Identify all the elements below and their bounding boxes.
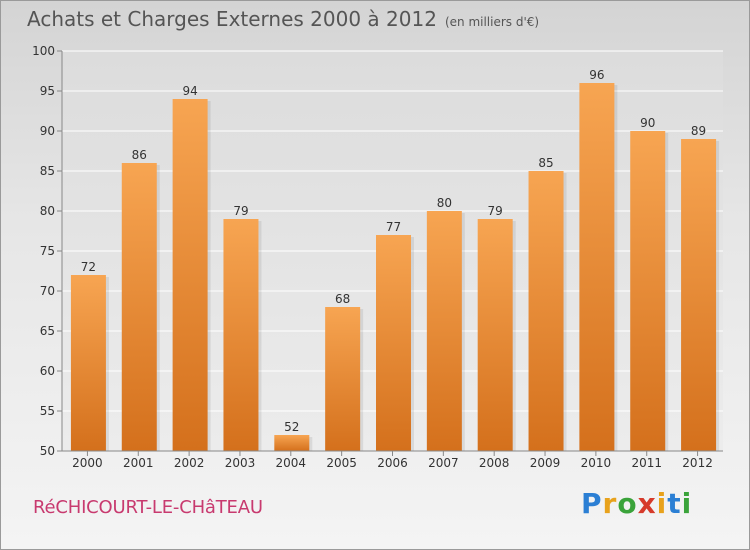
x-tick-label: 2010 — [581, 456, 612, 470]
y-tick-label: 70 — [40, 284, 55, 298]
y-tick-label: 85 — [40, 164, 55, 178]
x-tick-label: 2003 — [225, 456, 256, 470]
bar — [121, 163, 157, 451]
bar-value-label: 85 — [538, 156, 553, 170]
logo-letter: o — [617, 487, 638, 520]
logo-letter: i — [656, 487, 668, 520]
y-tick-label: 95 — [40, 84, 55, 98]
y-tick-label: 60 — [40, 364, 55, 378]
bar-value-label: 90 — [640, 116, 655, 130]
logo-letter: P — [581, 487, 603, 520]
chart-title: Achats et Charges Externes 2000 à 2012 (e… — [27, 7, 539, 31]
bar-value-label: 94 — [182, 84, 197, 98]
y-tick-label: 100 — [32, 44, 55, 58]
bar-value-label: 89 — [691, 124, 706, 138]
location-name: RéCHICOURT-LE-CHâTEAU — [33, 497, 263, 518]
x-tick-label: 2000 — [72, 456, 103, 470]
bar — [325, 307, 361, 451]
logo-letter: i — [681, 487, 693, 520]
chart-unit: (en milliers d'€) — [444, 15, 540, 29]
bar-value-label: 96 — [589, 68, 604, 82]
bar-value-label: 68 — [335, 292, 350, 306]
bar-value-label: 86 — [132, 148, 147, 162]
bar — [426, 211, 462, 451]
bar — [376, 235, 411, 451]
x-tick-label: 2001 — [123, 456, 154, 470]
bars — [70, 83, 720, 451]
proxiti-logo: Proxiti — [581, 487, 692, 520]
bar — [579, 83, 615, 451]
x-tick-label: 2011 — [631, 456, 662, 470]
x-tick-label: 2008 — [479, 456, 510, 470]
value-labels: 72 86 94 79 52 68 77 80 79 85 96 90 89 — [81, 68, 706, 434]
axes: 50 55 60 65 70 75 80 85 90 95 100 2000 2001 2002 2003 2… — [32, 44, 723, 470]
x-tick-label: 2012 — [682, 456, 713, 470]
bar-value-label: 79 — [233, 204, 248, 218]
bar — [681, 139, 717, 451]
y-tick-label: 75 — [40, 244, 55, 258]
y-tick-label: 65 — [40, 324, 55, 338]
bar-value-label: 80 — [437, 196, 452, 210]
bar-value-label: 52 — [284, 420, 299, 434]
logo-letter: x — [637, 487, 657, 520]
y-tick-label: 80 — [40, 204, 55, 218]
y-tick-label: 55 — [40, 404, 55, 418]
bar — [528, 171, 564, 451]
x-tick-label: 2002 — [174, 456, 205, 470]
x-tick-label: 2004 — [276, 456, 307, 470]
bar — [223, 219, 259, 451]
bar-value-label: 77 — [386, 220, 401, 234]
bar — [630, 131, 666, 451]
x-tick-label: 2005 — [326, 456, 357, 470]
logo-letter: r — [602, 487, 618, 520]
logo-letter: t — [667, 487, 682, 520]
y-tick-label: 90 — [40, 124, 55, 138]
bar — [477, 219, 513, 451]
bar-value-label: 79 — [488, 204, 503, 218]
x-tick-label: 2007 — [428, 456, 459, 470]
bar-value-label: 72 — [81, 260, 96, 274]
bar — [70, 275, 106, 451]
bar — [274, 435, 310, 451]
y-tick-label: 50 — [40, 444, 55, 458]
chart-title-text: Achats et Charges Externes 2000 à 2012 — [27, 7, 437, 31]
x-tick-label: 2006 — [377, 456, 408, 470]
bar — [172, 99, 208, 451]
x-tick-label: 2009 — [530, 456, 561, 470]
